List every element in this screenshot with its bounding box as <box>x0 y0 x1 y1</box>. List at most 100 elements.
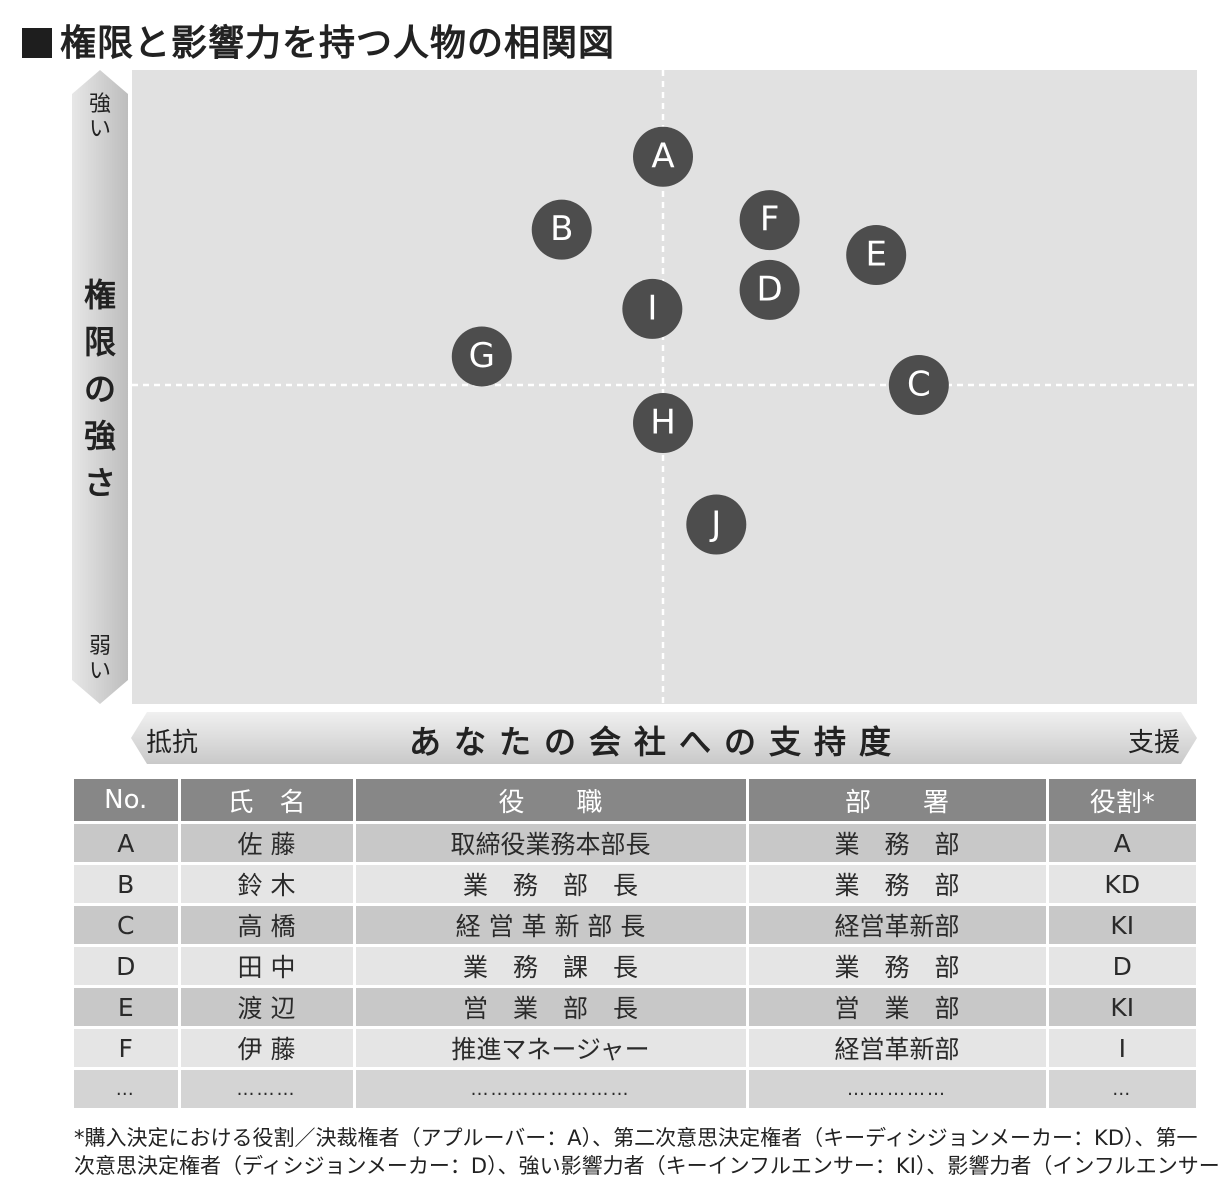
cell-position: 業 務 部 長 <box>354 863 749 906</box>
person-node-circle <box>739 259 800 320</box>
y-axis-label: 権限の強さ <box>72 272 128 507</box>
person-node-i: I <box>622 278 683 339</box>
y-axis-char: 強 <box>83 417 116 455</box>
person-node-circle <box>622 278 683 339</box>
person-node-label: B <box>550 209 573 249</box>
person-node-label: I <box>647 288 657 328</box>
cell-role: A <box>1047 822 1196 865</box>
cell-name: 田 中 <box>179 945 356 988</box>
cell-department: 業 務 部 <box>747 822 1049 865</box>
y-axis-top-label: 強い <box>72 92 128 142</box>
header-no: No. <box>74 779 181 824</box>
person-node-label: G <box>469 336 495 376</box>
page-title: 権限と影響力を持つ人物の相関図 <box>22 14 615 66</box>
y-axis-char: 限 <box>83 323 116 361</box>
cell-department: 経営革新部 <box>747 1027 1049 1070</box>
x-axis-right-label: 支援 <box>1128 728 1181 758</box>
y-axis-char: 弱 <box>88 634 111 659</box>
person-node-label: A <box>651 136 674 176</box>
person-node-circle <box>888 355 949 415</box>
cell-no: A <box>74 822 181 865</box>
person-node-g: G <box>451 326 512 387</box>
person-node-circle <box>531 199 592 260</box>
cell-position: 取締役業務本部長 <box>354 822 749 865</box>
y-axis-bottom-label: 弱い <box>72 634 128 684</box>
person-node-j: J <box>686 494 747 555</box>
x-axis-left-label: 抵抗 <box>146 728 199 758</box>
header-role: 役割* <box>1047 779 1196 824</box>
cell-position: 営 業 部 長 <box>354 986 749 1029</box>
cell-role: D <box>1047 945 1196 988</box>
cell-department: 営 業 部 <box>747 986 1049 1029</box>
cell-position: 経 営 革 新 部 長 <box>354 904 749 947</box>
cell-role: KI <box>1047 986 1196 1029</box>
y-axis-char: さ <box>83 464 116 502</box>
cell-no: C <box>74 904 181 947</box>
person-node-label: C <box>907 365 931 405</box>
y-axis-char: の <box>83 370 116 408</box>
cell-no: … <box>74 1068 181 1111</box>
table-row: ……………………………………………… <box>74 1068 1196 1111</box>
person-node-label: H <box>650 403 676 443</box>
person-node-label: E <box>865 235 886 275</box>
person-node-d: D <box>739 259 800 320</box>
footnote-line-2: 次意思決定権者（ディシジョンメーカー：D）、強い影響力者（キーインフルエンサー：… <box>74 1154 1219 1178</box>
person-node-circle <box>686 494 747 555</box>
y-axis-char: い <box>88 659 111 684</box>
cell-role: I <box>1047 1027 1196 1070</box>
person-node-circle <box>633 393 693 454</box>
person-node-label: D <box>757 269 783 309</box>
person-node-circle <box>846 225 907 286</box>
y-axis-char: い <box>88 117 111 142</box>
cell-no: B <box>74 863 181 906</box>
person-node-e: E <box>846 225 907 286</box>
cell-no: D <box>74 945 181 988</box>
matrix-svg: A B C D E F G H I J <box>132 70 1197 704</box>
x-axis-arrow <box>131 712 1197 764</box>
person-node-f: F <box>739 190 800 251</box>
cell-name: 伊 藤 <box>179 1027 356 1070</box>
person-node-circle <box>739 190 800 251</box>
cell-name: ……… <box>179 1068 356 1111</box>
person-node-circle <box>633 126 693 187</box>
header-department: 部 署 <box>747 779 1049 824</box>
person-node-label: J <box>709 504 721 544</box>
header-name: 氏 名 <box>179 779 356 824</box>
cell-name: 鈴 木 <box>179 863 356 906</box>
cell-no: F <box>74 1027 181 1070</box>
y-axis-bottom-text: 弱い <box>72 634 128 684</box>
cell-department: 経営革新部 <box>747 904 1049 947</box>
cell-department: 業 務 部 <box>747 945 1049 988</box>
person-node-a: A <box>633 126 693 187</box>
y-axis-top-text: 強い <box>72 92 128 142</box>
y-axis-char: 権 <box>83 276 116 314</box>
cell-role: KI <box>1047 904 1196 947</box>
person-node-h: H <box>633 393 693 454</box>
person-node-circle <box>451 326 512 387</box>
x-axis-label: あなたの会社への支持度 <box>409 723 905 761</box>
title-square-icon <box>22 28 52 58</box>
cell-name: 渡 辺 <box>179 986 356 1029</box>
table-header-row: No. 氏 名 役 職 部 署 役割* <box>74 779 1196 824</box>
y-axis-char: 強 <box>88 92 111 117</box>
cell-no: E <box>74 986 181 1029</box>
cell-department: 業 務 部 <box>747 863 1049 906</box>
cell-role: KD <box>1047 863 1196 906</box>
cell-department: …………… <box>747 1068 1049 1111</box>
footnote-line-1: *購入決定における役割／決裁権者（アプルーバー：A）、第二次意思決定権者（キーデ… <box>74 1126 1198 1150</box>
person-node-c: C <box>888 355 949 415</box>
person-node-label: F <box>760 200 780 240</box>
cell-position: 業 務 課 長 <box>354 945 749 988</box>
cell-name: 佐 藤 <box>179 822 356 865</box>
cell-position: 推進マネージャー <box>354 1027 749 1070</box>
matrix-plot: A B C D E F G H I J <box>132 70 1197 704</box>
header-position: 役 職 <box>354 779 749 824</box>
cell-name: 高 橋 <box>179 904 356 947</box>
